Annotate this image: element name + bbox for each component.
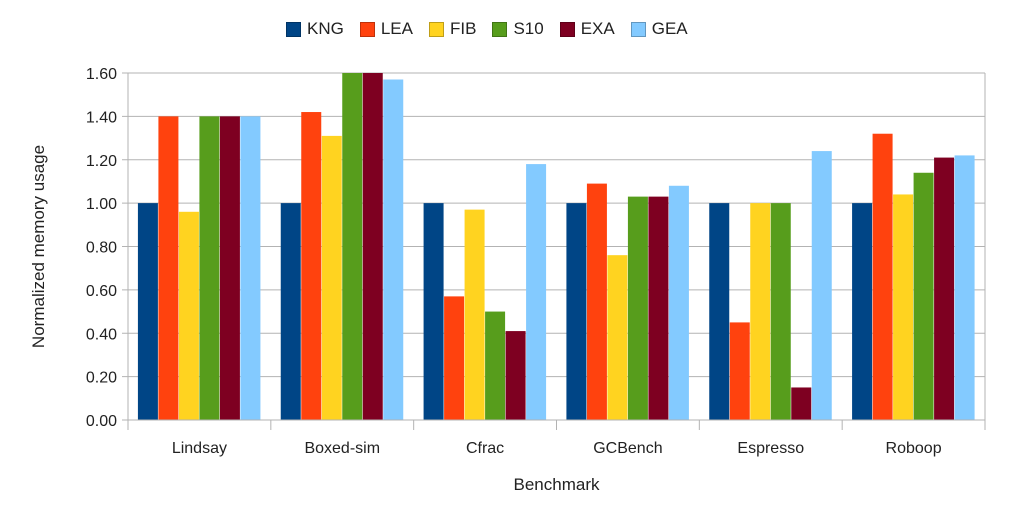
bar-exa-lindsay [219, 116, 240, 420]
bar-lea-roboop [872, 133, 893, 420]
bar-exa-roboop [934, 157, 955, 421]
y-tick-label: 1.40 [86, 109, 117, 126]
y-tick-label: 1.00 [86, 196, 117, 213]
bar-exa-gcbench [648, 196, 669, 420]
bar-lea-cfrac [444, 296, 465, 420]
x-tick-label: Roboop [886, 440, 942, 457]
bar-exa-boxed-sim [362, 73, 383, 420]
y-tick-label: 0.60 [86, 283, 117, 300]
bar-s10-boxed-sim [342, 73, 363, 420]
chart-legend: KNG LEA FIB S10 EXA GEA [286, 18, 704, 40]
legend-label: FIB [449, 19, 477, 38]
legend-item-kng: KNG [286, 19, 344, 39]
legend-swatch [559, 21, 575, 37]
bar-s10-espresso [770, 203, 791, 420]
bar-fib-lindsay [178, 211, 199, 420]
y-tick-label: 0.00 [86, 413, 117, 430]
bar-gea-cfrac [526, 164, 547, 420]
bar-kng-lindsay [137, 203, 158, 420]
bar-gea-roboop [954, 155, 975, 420]
bar-fib-espresso [750, 203, 771, 420]
bar-gea-gcbench [668, 185, 689, 420]
legend-swatch [359, 21, 375, 37]
legend-label: KNG [307, 19, 344, 38]
bar-gea-lindsay [240, 116, 261, 420]
legend-label: GEA [651, 19, 688, 38]
bar-lea-lindsay [158, 116, 179, 420]
legend-swatch [630, 21, 646, 37]
y-tick-label: 0.80 [86, 240, 117, 257]
bar-gea-boxed-sim [383, 79, 404, 420]
bar-gea-espresso [811, 151, 832, 420]
bar-kng-gcbench [566, 203, 587, 420]
legend-swatch [286, 21, 301, 37]
bar-s10-lindsay [199, 116, 220, 420]
y-axis-title: Normalized memory usage [29, 145, 48, 348]
x-tick-label: Espresso [737, 440, 804, 457]
x-tick-label: Cfrac [466, 440, 504, 457]
legend-swatch [428, 21, 444, 37]
bar-s10-cfrac [485, 311, 506, 420]
x-tick-label: Boxed-sim [304, 440, 380, 457]
y-tick-label: 0.20 [86, 370, 117, 387]
bar-kng-cfrac [423, 203, 444, 420]
x-tick-label: GCBench [593, 440, 662, 457]
x-tick-label: Lindsay [172, 440, 227, 457]
y-tick-label: 0.40 [86, 326, 117, 343]
y-tick-label: 1.20 [86, 153, 117, 170]
legend-swatch [492, 21, 508, 37]
bar-kng-boxed-sim [280, 203, 301, 420]
bar-fib-gcbench [607, 255, 628, 420]
legend-item-gea: GEA [630, 19, 688, 39]
x-axis-title: Benchmark [514, 475, 600, 494]
legend-label: LEA [380, 19, 413, 38]
bar-s10-gcbench [627, 196, 648, 420]
bar-lea-espresso [729, 322, 750, 420]
bar-fib-boxed-sim [321, 135, 342, 421]
legend-item-exa: EXA [559, 19, 615, 39]
bar-lea-boxed-sim [301, 112, 322, 420]
bar-kng-roboop [852, 203, 873, 420]
legend-label: EXA [580, 19, 615, 38]
legend-item-s10: S10 [492, 19, 544, 39]
bar-kng-espresso [709, 203, 730, 420]
bar-exa-cfrac [505, 331, 526, 420]
legend-item-lea: LEA [359, 19, 413, 39]
y-tick-label: 1.60 [86, 66, 117, 83]
legend-label: S10 [513, 19, 544, 38]
bar-s10-roboop [913, 172, 934, 420]
bar-fib-roboop [893, 194, 914, 420]
legend-item-fib: FIB [428, 19, 477, 39]
bar-fib-cfrac [464, 209, 485, 420]
bar-exa-espresso [791, 387, 812, 420]
bar-lea-gcbench [586, 183, 607, 420]
